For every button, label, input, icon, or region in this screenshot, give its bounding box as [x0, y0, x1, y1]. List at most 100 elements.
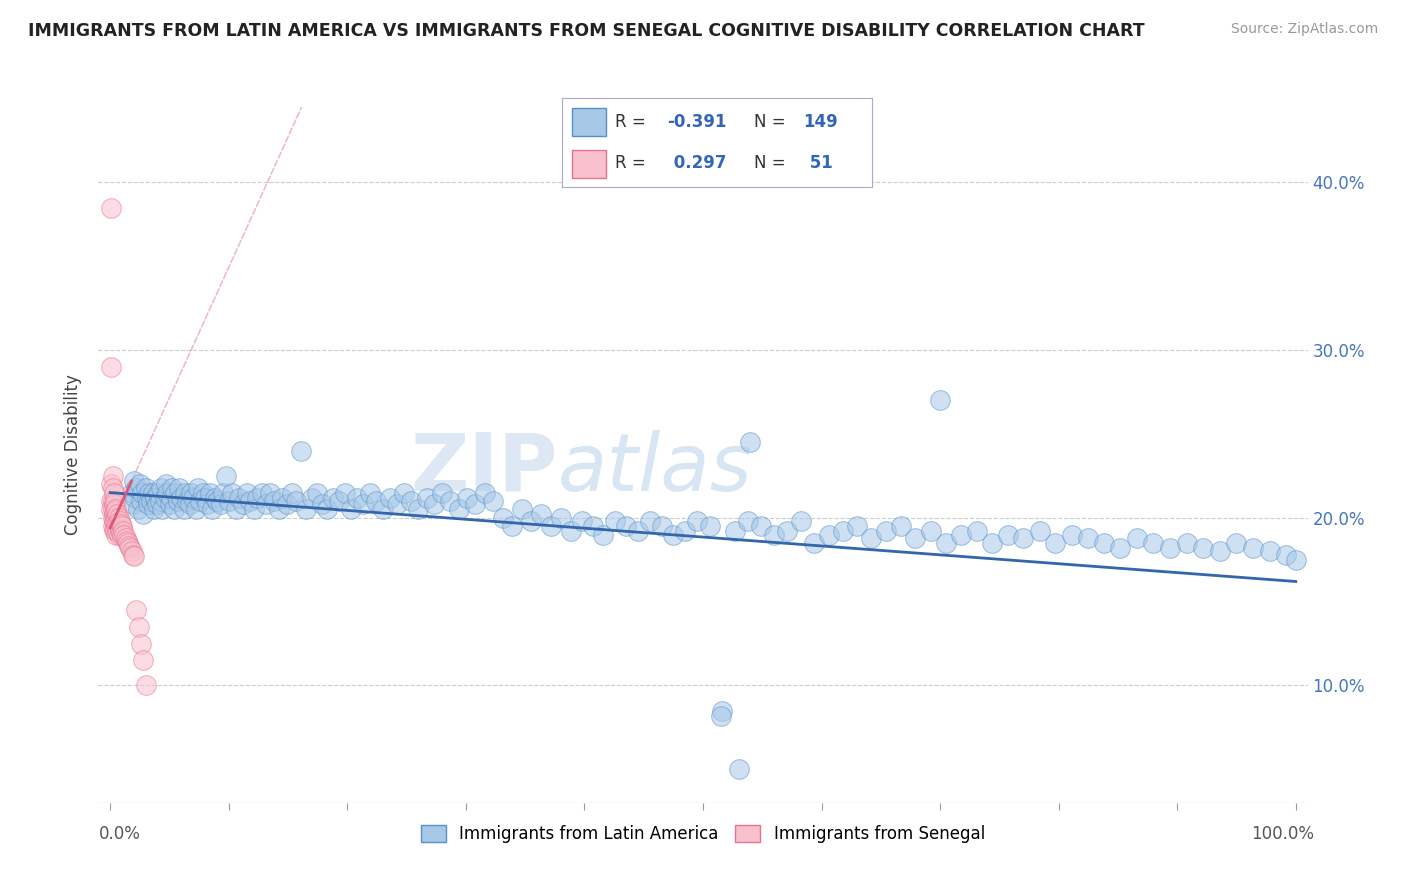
Point: [197, 497, 219, 511]
Point: [143, 491, 166, 505]
Text: N =: N =: [754, 113, 792, 131]
Point: [128, 620, 150, 634]
Point: [145, 497, 167, 511]
Point: [301, 491, 323, 505]
Point: [100, 201, 122, 215]
Point: [152, 502, 174, 516]
Point: [352, 497, 374, 511]
Point: [890, 519, 912, 533]
Point: [221, 485, 243, 500]
Point: [638, 514, 661, 528]
Point: [132, 508, 155, 522]
Point: [136, 497, 159, 511]
Point: [1060, 527, 1083, 541]
Point: [209, 497, 232, 511]
Point: [105, 519, 128, 533]
Point: [846, 519, 869, 533]
Point: [100, 359, 122, 374]
Point: [1077, 531, 1099, 545]
Point: [904, 531, 927, 545]
Point: [401, 494, 423, 508]
Point: [510, 502, 533, 516]
Point: [520, 514, 543, 528]
Point: [138, 485, 160, 500]
Point: [160, 481, 183, 495]
Point: [423, 497, 446, 511]
Point: [120, 541, 142, 555]
Point: [235, 485, 257, 500]
Point: [592, 527, 614, 541]
Point: [371, 502, 394, 516]
Point: [1043, 536, 1066, 550]
Point: [686, 514, 709, 528]
Point: [166, 494, 188, 508]
Point: [135, 678, 157, 692]
Point: [121, 544, 143, 558]
Text: ZIP: ZIP: [411, 430, 558, 508]
Point: [173, 502, 195, 516]
Point: [117, 536, 139, 550]
Point: [101, 481, 124, 495]
Point: [103, 523, 125, 537]
Point: [408, 502, 430, 516]
Point: [105, 502, 128, 516]
Point: [727, 762, 749, 776]
Point: [250, 485, 273, 500]
Point: [447, 502, 470, 516]
Point: [105, 527, 128, 541]
Point: [254, 497, 277, 511]
Point: [149, 494, 172, 508]
Point: [112, 524, 135, 539]
Point: [239, 494, 262, 508]
Point: [129, 636, 152, 650]
Point: [582, 519, 605, 533]
Point: [194, 491, 217, 505]
Point: [110, 517, 132, 532]
Legend: Immigrants from Latin America, Immigrants from Senegal: Immigrants from Latin America, Immigrant…: [415, 819, 991, 850]
Point: [142, 485, 165, 500]
Point: [139, 494, 162, 508]
Point: [136, 491, 159, 505]
Point: [122, 549, 145, 564]
Point: [935, 536, 957, 550]
Text: R =: R =: [614, 113, 651, 131]
Point: [129, 477, 152, 491]
Point: [180, 485, 202, 500]
Point: [103, 508, 125, 522]
Point: [107, 527, 129, 541]
Point: [673, 524, 696, 539]
Point: [159, 491, 181, 505]
Point: [1175, 536, 1198, 550]
Point: [950, 527, 973, 541]
Point: [103, 514, 125, 528]
Point: [271, 491, 294, 505]
Point: [103, 497, 125, 511]
Point: [322, 491, 344, 505]
Point: [439, 494, 461, 508]
Point: [737, 514, 759, 528]
Point: [108, 514, 131, 528]
Point: [364, 494, 387, 508]
Point: [501, 519, 523, 533]
Point: [540, 519, 562, 533]
Point: [614, 519, 637, 533]
Point: [156, 485, 179, 500]
Point: [328, 494, 350, 508]
Text: 100.0%: 100.0%: [1251, 825, 1315, 843]
Point: [104, 504, 127, 518]
Point: [464, 497, 486, 511]
Point: [114, 531, 136, 545]
Point: [150, 481, 173, 495]
Point: [100, 502, 122, 516]
Point: [218, 494, 240, 508]
Point: [125, 481, 148, 495]
Point: [163, 502, 186, 516]
Point: [1258, 544, 1281, 558]
Point: [378, 491, 401, 505]
Point: [228, 491, 250, 505]
Point: [763, 527, 786, 541]
Bar: [572, 108, 606, 136]
Point: [153, 491, 176, 505]
Point: [105, 510, 128, 524]
Bar: [572, 150, 606, 178]
